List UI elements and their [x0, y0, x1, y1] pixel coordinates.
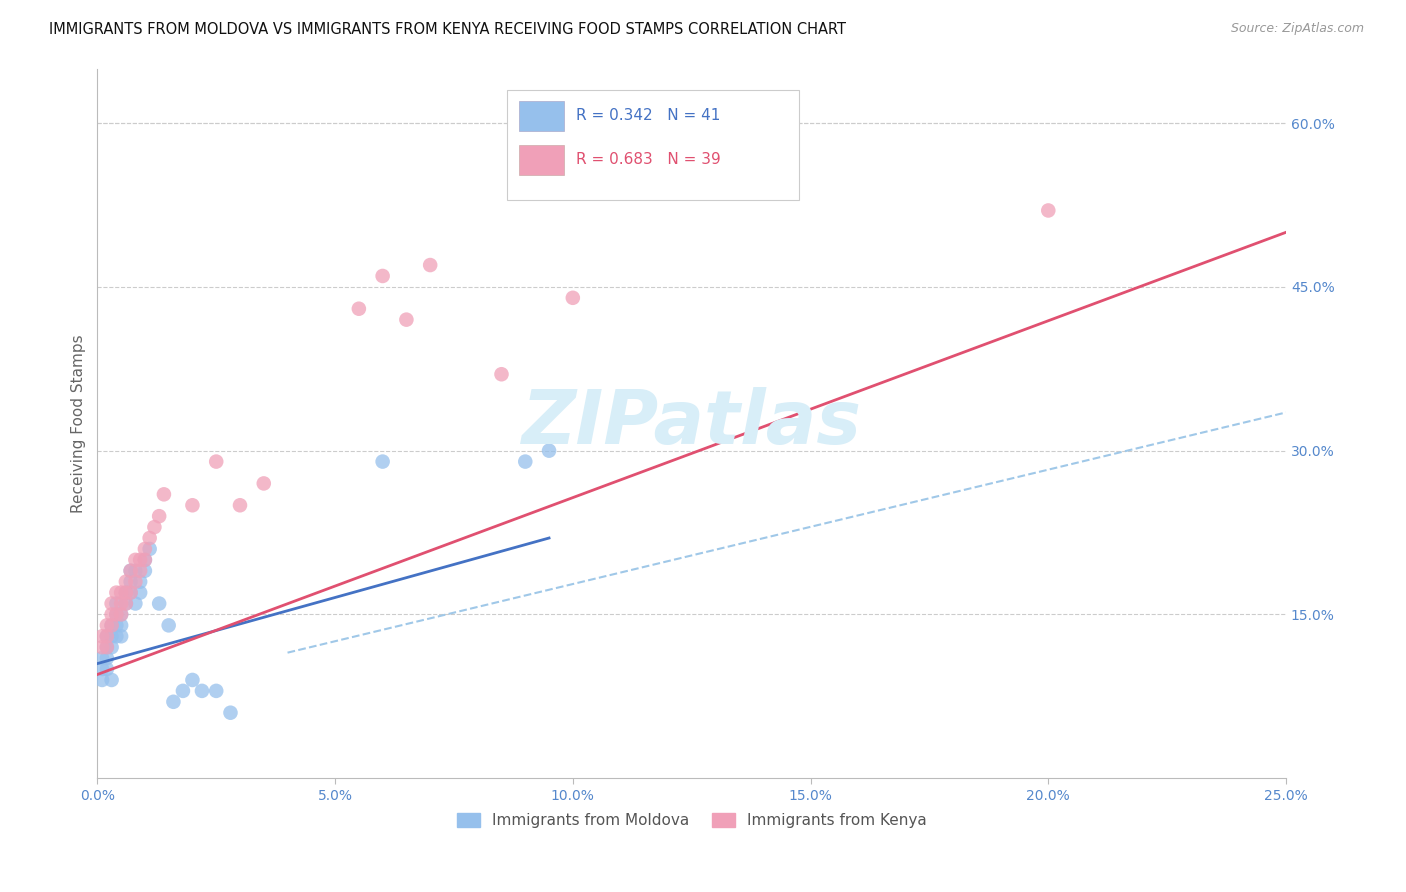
Point — [395, 312, 418, 326]
Point — [124, 564, 146, 578]
Point — [120, 574, 142, 589]
Point — [91, 662, 114, 676]
Point — [96, 640, 118, 655]
Point — [419, 258, 441, 272]
Point — [110, 618, 132, 632]
Point — [148, 509, 170, 524]
Point — [134, 553, 156, 567]
Point — [191, 684, 214, 698]
Point — [162, 695, 184, 709]
Point — [100, 618, 122, 632]
Text: ZIPatlas: ZIPatlas — [522, 387, 862, 460]
Point — [115, 585, 138, 599]
Point — [561, 291, 583, 305]
Point — [134, 541, 156, 556]
Point — [515, 454, 537, 468]
Text: IMMIGRANTS FROM MOLDOVA VS IMMIGRANTS FROM KENYA RECEIVING FOOD STAMPS CORRELATI: IMMIGRANTS FROM MOLDOVA VS IMMIGRANTS FR… — [49, 22, 846, 37]
Point — [138, 531, 160, 545]
Point — [105, 607, 128, 622]
Point — [538, 443, 561, 458]
Point — [253, 476, 276, 491]
Point — [371, 268, 394, 283]
Point — [120, 585, 142, 599]
Point — [96, 651, 118, 665]
Point — [157, 618, 180, 632]
Point — [100, 640, 122, 655]
Point — [134, 564, 156, 578]
Point — [129, 574, 152, 589]
Point — [205, 684, 228, 698]
Point — [143, 520, 166, 534]
Point — [115, 585, 138, 599]
Text: Source: ZipAtlas.com: Source: ZipAtlas.com — [1230, 22, 1364, 36]
Point — [96, 629, 118, 643]
Point — [371, 454, 394, 468]
Point — [91, 629, 114, 643]
Point — [124, 597, 146, 611]
Point — [115, 574, 138, 589]
Point — [115, 597, 138, 611]
Point — [105, 629, 128, 643]
Point — [129, 564, 152, 578]
Point — [153, 487, 176, 501]
Point — [120, 585, 142, 599]
Point — [347, 301, 370, 316]
Point — [100, 629, 122, 643]
Point — [91, 640, 114, 655]
Point — [129, 585, 152, 599]
Point — [120, 564, 142, 578]
Point — [129, 553, 152, 567]
Point — [96, 640, 118, 655]
Point — [91, 673, 114, 687]
Point — [96, 629, 118, 643]
Point — [110, 585, 132, 599]
Point — [100, 673, 122, 687]
Point — [138, 541, 160, 556]
Point — [110, 607, 132, 622]
Point — [219, 706, 242, 720]
Point — [148, 597, 170, 611]
Point — [134, 553, 156, 567]
Legend: Immigrants from Moldova, Immigrants from Kenya: Immigrants from Moldova, Immigrants from… — [450, 807, 934, 834]
Point — [115, 597, 138, 611]
Point — [100, 607, 122, 622]
Point — [1038, 203, 1060, 218]
Point — [96, 662, 118, 676]
Point — [172, 684, 194, 698]
Text: R = 0.342   N = 41: R = 0.342 N = 41 — [576, 108, 721, 123]
Point — [181, 673, 204, 687]
Y-axis label: Receiving Food Stamps: Receiving Food Stamps — [72, 334, 86, 513]
Point — [100, 618, 122, 632]
Point — [105, 618, 128, 632]
FancyBboxPatch shape — [519, 101, 564, 131]
Point — [105, 607, 128, 622]
Point — [105, 585, 128, 599]
Point — [96, 618, 118, 632]
Point — [491, 368, 513, 382]
Point — [105, 597, 128, 611]
Point — [229, 498, 252, 512]
Point — [91, 651, 114, 665]
Point — [181, 498, 204, 512]
Point — [205, 454, 228, 468]
Point — [110, 607, 132, 622]
Point — [100, 597, 122, 611]
Point — [124, 574, 146, 589]
Point — [120, 564, 142, 578]
Point — [110, 597, 132, 611]
Point — [124, 553, 146, 567]
FancyBboxPatch shape — [519, 145, 564, 175]
Point — [110, 629, 132, 643]
Text: R = 0.683   N = 39: R = 0.683 N = 39 — [576, 152, 721, 167]
FancyBboxPatch shape — [508, 90, 799, 200]
